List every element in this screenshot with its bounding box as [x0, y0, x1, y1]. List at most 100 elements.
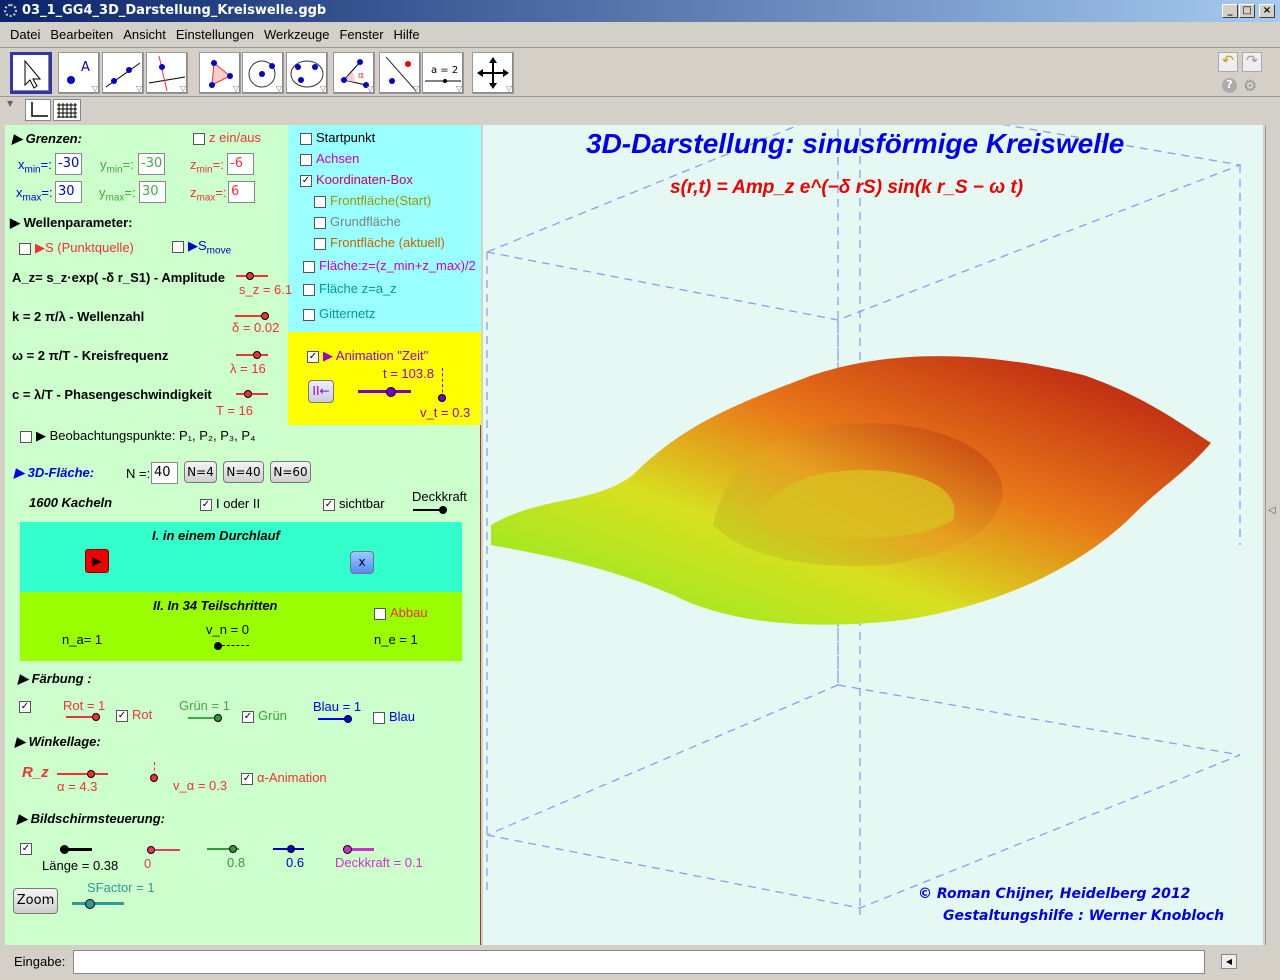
point-tool-button[interactable]: A ▽: [58, 52, 100, 94]
delta-slider[interactable]: [235, 312, 269, 320]
green-slider[interactable]: [207, 845, 239, 853]
gruen-checkbox[interactable]: ✓ Grün: [242, 708, 287, 723]
circle-tool-button[interactable]: ▽: [242, 52, 284, 94]
n4-button[interactable]: N=4: [184, 461, 217, 483]
deckkraft-slider[interactable]: [413, 506, 447, 514]
undo-icon[interactable]: ↶: [1218, 52, 1238, 72]
pause-reset-button[interactable]: II←: [308, 380, 334, 403]
display-option-checkbox[interactable]: Frontfläche(Start): [314, 193, 431, 208]
blau-slider[interactable]: [318, 715, 352, 723]
lambda-slider[interactable]: [236, 351, 268, 359]
input-help-button[interactable]: ◀: [1221, 954, 1237, 969]
menu-ansicht[interactable]: Ansicht: [123, 27, 166, 42]
checkbox[interactable]: [303, 308, 315, 321]
checkbox[interactable]: [300, 132, 312, 145]
display-option-checkbox[interactable]: Grundfläche: [314, 214, 401, 229]
move-view-tool-button[interactable]: ▽: [472, 52, 514, 94]
gear-icon[interactable]: ⚙: [1243, 76, 1258, 95]
T-slider[interactable]: [236, 390, 268, 398]
menu-bearbeiten[interactable]: Bearbeiten: [50, 27, 114, 42]
display-option-checkbox[interactable]: Fläche:z=(z_min+z_max)/2: [303, 258, 476, 273]
beobachtung-checkbox[interactable]: ▶ Beobachtungspunkte: P₁, P₂, P₃, P₄: [20, 428, 255, 444]
menu-datei[interactable]: Datei: [10, 27, 41, 42]
z-toggle-checkbox[interactable]: z ein/aus: [193, 130, 261, 145]
display-option-checkbox[interactable]: Fläche z=a_z: [303, 281, 397, 296]
close-button[interactable]: ×: [1259, 4, 1275, 18]
n-input[interactable]: 40: [151, 462, 178, 484]
minimize-button[interactable]: _: [1222, 4, 1238, 18]
conic-tool-button[interactable]: ▽: [286, 52, 328, 94]
zoom-button[interactable]: Zoom: [13, 888, 58, 914]
ymin-input[interactable]: -30: [138, 153, 165, 175]
blue-slider[interactable]: [273, 845, 304, 853]
rot-slider[interactable]: [66, 713, 100, 721]
gruen-slider[interactable]: [188, 714, 222, 722]
checkbox[interactable]: [314, 237, 326, 250]
checkbox[interactable]: [314, 195, 326, 208]
faerbung-checkbox[interactable]: ✓: [19, 700, 31, 713]
slider-tool-button[interactable]: a = 2 ▽: [422, 52, 464, 94]
red-slider[interactable]: [147, 846, 180, 854]
sichtbar-checkbox[interactable]: ✓ sichtbar: [323, 496, 385, 511]
checkbox[interactable]: [303, 260, 315, 273]
checkbox[interactable]: [303, 283, 315, 296]
display-option-checkbox[interactable]: Achsen: [300, 151, 359, 166]
xmax-input[interactable]: 30: [55, 181, 82, 203]
ymax-input[interactable]: 30: [139, 181, 166, 203]
valpha-slider[interactable]: [150, 762, 158, 782]
input-field[interactable]: [73, 950, 1205, 974]
xmin-input[interactable]: -30: [55, 153, 82, 175]
polygon-tool-button[interactable]: ▽: [199, 52, 241, 94]
help-icon[interactable]: ?: [1222, 78, 1237, 93]
display-option-checkbox[interactable]: Startpunkt: [300, 130, 375, 145]
vt-slider[interactable]: [438, 368, 446, 402]
redo-icon[interactable]: ↷: [1242, 52, 1262, 72]
stylebar-toggle-icon[interactable]: ▼: [7, 99, 14, 108]
bildschirm-checkbox[interactable]: ✓: [20, 842, 32, 855]
checkbox[interactable]: [314, 216, 326, 229]
move-tool-button[interactable]: [10, 52, 52, 94]
grid-toggle-button[interactable]: [53, 99, 81, 121]
n40-button[interactable]: N=40: [223, 461, 264, 483]
wellenparameter-heading: ▶ Wellenparameter:: [10, 215, 133, 230]
play-button[interactable]: ▶: [85, 549, 109, 573]
alpha-animation-checkbox[interactable]: ✓ α-Animation: [241, 770, 327, 785]
s-punktquelle-checkbox[interactable]: ▶S (Punktquelle): [19, 240, 134, 256]
laenge-slider[interactable]: [60, 845, 92, 854]
s-move-checkbox[interactable]: ▶Smove: [172, 238, 231, 257]
menu-fenster[interactable]: Fenster: [339, 27, 384, 42]
t-slider[interactable]: [358, 387, 411, 397]
lambda-value: λ = 16: [230, 361, 266, 376]
menu-einstellungen[interactable]: Einstellungen: [175, 27, 254, 42]
checkbox[interactable]: [300, 153, 312, 166]
side-panel-toggle[interactable]: ◁: [1265, 125, 1280, 945]
blau-checkbox[interactable]: Blau: [373, 709, 415, 724]
display-option-checkbox[interactable]: Frontfläche (aktuell): [314, 235, 445, 250]
axes-toggle-button[interactable]: [25, 99, 51, 121]
sz-slider[interactable]: [236, 272, 268, 280]
menu-hilfe[interactable]: Hilfe: [393, 27, 420, 42]
vn-slider[interactable]: [214, 642, 249, 650]
checkbox[interactable]: ✓: [300, 174, 312, 187]
line-tool-button[interactable]: ▽: [102, 52, 144, 94]
reflect-tool-button[interactable]: ▽: [379, 52, 421, 94]
angle-tool-button[interactable]: α ▽: [333, 52, 375, 94]
display-option-checkbox[interactable]: ✓ Koordinaten-Box: [300, 172, 413, 187]
n60-button[interactable]: N=60: [270, 461, 311, 483]
x-button[interactable]: x: [350, 551, 374, 574]
maximize-button[interactable]: □: [1239, 4, 1255, 18]
rot-checkbox[interactable]: ✓ Rot: [116, 707, 153, 722]
sfactor-slider[interactable]: [72, 899, 124, 909]
i-oder-ii-checkbox[interactable]: ✓ I oder II: [200, 496, 261, 511]
zmin-input[interactable]: -6: [227, 153, 254, 175]
abbau-checkbox[interactable]: Abbau: [374, 605, 428, 620]
alpha-slider[interactable]: [57, 770, 108, 778]
animation-checkbox[interactable]: ✓ ▶ Animation "Zeit": [307, 348, 429, 363]
graphics-view[interactable]: [483, 99, 1263, 945]
zmax-input[interactable]: 6: [228, 181, 255, 203]
title-bar: 03_1_GG4_3D_Darstellung_Kreiswelle.ggb _…: [0, 0, 1280, 22]
display-option-checkbox[interactable]: Gitternetz: [303, 306, 375, 321]
menu-werkzeuge[interactable]: Werkzeuge: [263, 27, 330, 42]
perpendicular-tool-button[interactable]: ▽: [146, 52, 188, 94]
deckkraft-01-slider[interactable]: [343, 845, 374, 854]
